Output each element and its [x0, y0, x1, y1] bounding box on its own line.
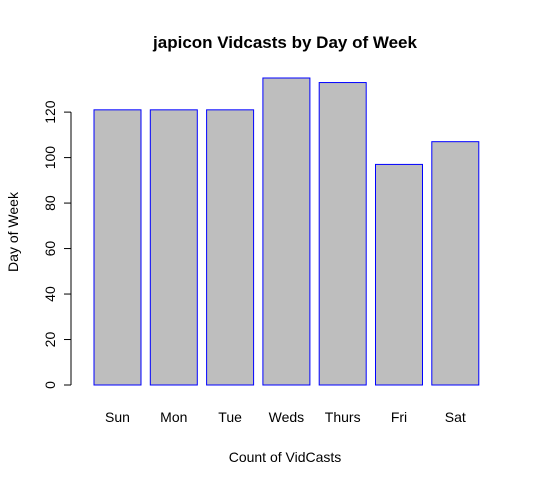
- category-labels: Sun Mon Tue Weds Thurs Fri Sat: [105, 409, 466, 425]
- bar-tue: [206, 109, 255, 386]
- bars-group: [93, 77, 480, 386]
- y-tick-label: 80: [42, 195, 58, 211]
- x-axis-label: Count of VidCasts: [229, 449, 342, 465]
- x-category-label: Fri: [391, 409, 407, 425]
- y-axis-label: Day of Week: [5, 191, 21, 272]
- bar-sun: [93, 109, 142, 386]
- x-category-label: Weds: [269, 409, 305, 425]
- x-category-label: Tue: [218, 409, 242, 425]
- y-tick-label: 20: [42, 332, 58, 348]
- x-category-label: Sat: [445, 409, 466, 425]
- x-category-label: Thurs: [325, 409, 361, 425]
- bar-sat: [431, 141, 480, 386]
- bar-fri: [375, 163, 423, 386]
- y-axis: 0 20 40 60 80 100 120: [42, 100, 72, 389]
- x-category-label: Sun: [105, 409, 130, 425]
- y-tick-label: 100: [42, 146, 58, 170]
- y-tick-label: 40: [42, 286, 58, 302]
- bar-weds: [262, 77, 311, 386]
- y-tick-label: 60: [42, 241, 58, 257]
- bar-mon: [149, 109, 198, 386]
- y-tick-label: 0: [42, 381, 58, 389]
- chart-title: japicon Vidcasts by Day of Week: [152, 33, 417, 52]
- bar-thurs: [318, 82, 367, 386]
- y-tick-label: 120: [42, 100, 58, 124]
- x-category-label: Mon: [160, 409, 187, 425]
